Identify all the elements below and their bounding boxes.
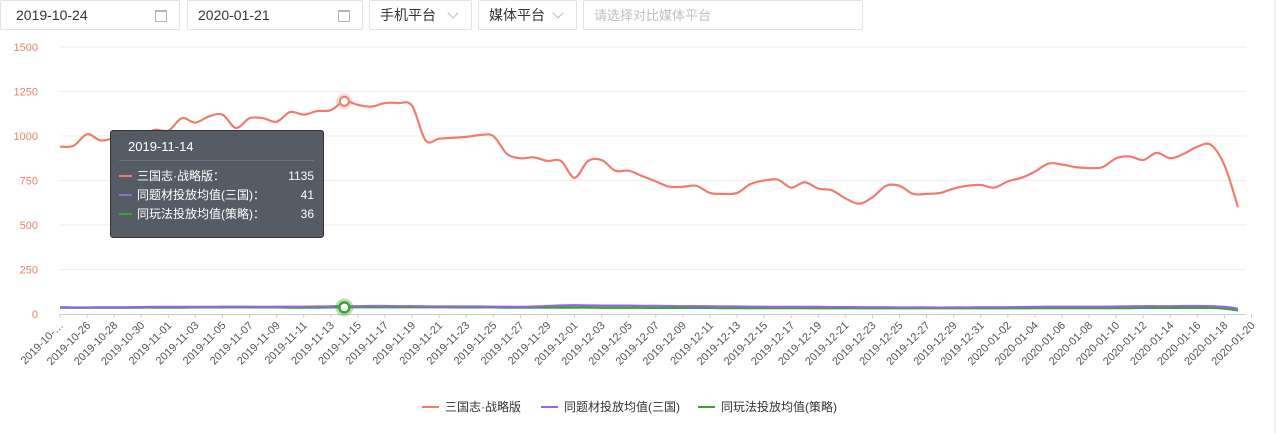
legend-label-series1: 三国志·战略版 bbox=[445, 400, 521, 414]
y-tick-label: 1250 bbox=[14, 87, 38, 99]
compare-media-select[interactable]: 请选择对比媒体平台 bbox=[583, 0, 863, 30]
series3-swatch bbox=[119, 212, 132, 215]
calendar-icon bbox=[338, 10, 350, 22]
start-date-picker[interactable]: 2019-10-24 bbox=[0, 0, 180, 30]
compare-media-placeholder: 请选择对比媒体平台 bbox=[594, 8, 712, 23]
y-tick-label: 0 bbox=[32, 309, 38, 321]
y-tick-label: 250 bbox=[20, 265, 38, 277]
series1-swatch bbox=[119, 174, 132, 177]
y-tick-label: 750 bbox=[20, 176, 38, 188]
end-date-value: 2020-01-21 bbox=[198, 7, 270, 23]
tooltip-series3-name: 同玩法投放均值(策略)： bbox=[137, 207, 265, 221]
tooltip-date: 2019-11-14 bbox=[119, 139, 314, 161]
y-tick-label: 500 bbox=[20, 220, 38, 232]
highlight-point-series1 bbox=[338, 95, 350, 107]
legend-label-series2: 同题材投放均值(三国) bbox=[564, 400, 680, 414]
media-value: 媒体平台 bbox=[489, 7, 545, 23]
chevron-down-icon bbox=[552, 7, 564, 19]
legend-item-series3[interactable]: 同玩法投放均值(策略) bbox=[698, 398, 837, 416]
series2-swatch bbox=[119, 193, 132, 196]
start-date-value: 2019-10-24 bbox=[16, 7, 88, 23]
end-date-picker[interactable]: 2020-01-21 bbox=[187, 0, 363, 30]
media-select[interactable]: 媒体平台 bbox=[478, 0, 577, 30]
platform-value: 手机平台 bbox=[380, 7, 436, 23]
line-chart: 02505007501000125015002019-10-…2019-10-2… bbox=[14, 42, 1258, 368]
legend-label-series3: 同玩法投放均值(策略) bbox=[721, 400, 837, 414]
platform-select[interactable]: 手机平台 bbox=[369, 0, 472, 30]
tooltip-series2-name: 同题材投放均值(三国)： bbox=[137, 188, 265, 202]
highlight-point-series3 bbox=[338, 301, 351, 314]
calendar-icon bbox=[155, 10, 167, 22]
tooltip-row-series2: 同题材投放均值(三国)： 41 bbox=[119, 186, 314, 205]
filter-bar: 2019-10-24 2020-01-21 手机平台 媒体平台 请选择对比媒体平… bbox=[0, 0, 1276, 31]
y-tick-label: 1500 bbox=[14, 42, 38, 54]
tooltip-series3-value: 36 bbox=[300, 207, 314, 221]
chart-tooltip: 2019-11-14 三国志·战略版： 1135 同题材投放均值(三国)： 41… bbox=[110, 130, 324, 238]
chevron-down-icon bbox=[447, 7, 459, 19]
legend-swatch bbox=[541, 405, 558, 408]
legend-item-series1[interactable]: 三国志·战略版 bbox=[422, 398, 521, 416]
legend-swatch bbox=[422, 405, 439, 408]
legend-swatch bbox=[698, 405, 715, 408]
tooltip-row-series1: 三国志·战略版： 1135 bbox=[119, 167, 314, 186]
series1-line bbox=[59, 100, 1240, 208]
tooltip-row-series3: 同玩法投放均值(策略)： 36 bbox=[119, 205, 314, 224]
y-tick-label: 1000 bbox=[14, 131, 38, 143]
tooltip-series2-value: 41 bbox=[300, 188, 314, 202]
chart-legend: 三国志·战略版 同题材投放均值(三国) 同玩法投放均值(策略) bbox=[0, 398, 1276, 416]
series2-line bbox=[59, 304, 1239, 310]
tooltip-series1-name: 三国志·战略版： bbox=[137, 169, 225, 183]
legend-item-series2[interactable]: 同题材投放均值(三国) bbox=[541, 398, 680, 416]
tooltip-series1-value: 1135 bbox=[288, 169, 314, 183]
scroll-edge bbox=[1274, 0, 1276, 433]
